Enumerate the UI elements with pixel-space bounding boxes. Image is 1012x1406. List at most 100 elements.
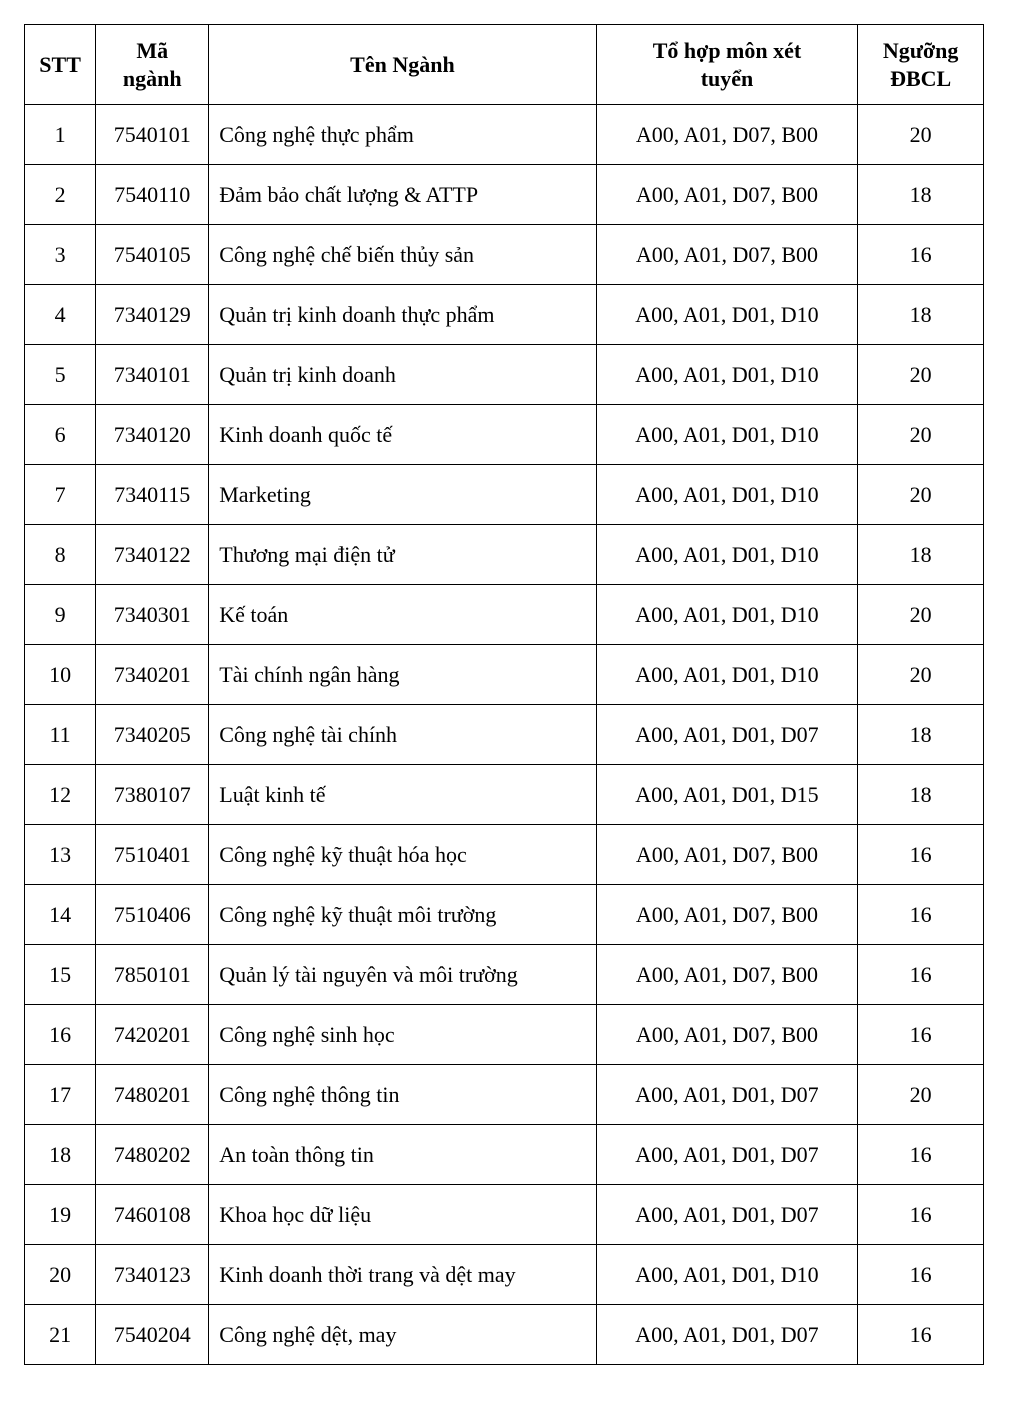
cell-combo: A00, A01, D01, D10	[596, 645, 858, 705]
cell-stt: 3	[25, 225, 96, 285]
cell-name: An toàn thông tin	[209, 1125, 596, 1185]
majors-table: STT Mã ngành Tên Ngành Tổ hợp môn xét tu…	[24, 24, 984, 1365]
cell-code: 7340201	[96, 645, 209, 705]
header-label: ĐBCL	[890, 66, 951, 91]
table-row: 207340123Kinh doanh thời trang và dệt ma…	[25, 1245, 984, 1305]
cell-stt: 17	[25, 1065, 96, 1125]
table-row: 87340122Thương mại điện tửA00, A01, D01,…	[25, 525, 984, 585]
cell-stt: 21	[25, 1305, 96, 1365]
cell-name: Đảm bảo chất lượng & ATTP	[209, 165, 596, 225]
cell-stt: 19	[25, 1185, 96, 1245]
cell-threshold: 16	[858, 1125, 984, 1185]
table-row: 97340301Kế toánA00, A01, D01, D1020	[25, 585, 984, 645]
table-row: 157850101Quản lý tài nguyên và môi trườn…	[25, 945, 984, 1005]
table-row: 147510406Công nghệ kỹ thuật môi trườngA0…	[25, 885, 984, 945]
cell-combo: A00, A01, D01, D10	[596, 285, 858, 345]
cell-code: 7420201	[96, 1005, 209, 1065]
cell-stt: 1	[25, 105, 96, 165]
cell-threshold: 20	[858, 405, 984, 465]
table-row: 37540105Công nghệ chế biến thủy sảnA00, …	[25, 225, 984, 285]
cell-threshold: 16	[858, 225, 984, 285]
cell-combo: A00, A01, D07, B00	[596, 825, 858, 885]
cell-combo: A00, A01, D01, D15	[596, 765, 858, 825]
cell-threshold: 20	[858, 345, 984, 405]
cell-threshold: 16	[858, 825, 984, 885]
cell-code: 7540110	[96, 165, 209, 225]
cell-name: Công nghệ chế biến thủy sản	[209, 225, 596, 285]
cell-combo: A00, A01, D01, D10	[596, 465, 858, 525]
cell-threshold: 20	[858, 465, 984, 525]
cell-name: Khoa học dữ liệu	[209, 1185, 596, 1245]
header-label: STT	[39, 52, 81, 77]
cell-code: 7380107	[96, 765, 209, 825]
cell-combo: A00, A01, D07, B00	[596, 165, 858, 225]
table-row: 137510401Công nghệ kỹ thuật hóa họcA00, …	[25, 825, 984, 885]
cell-threshold: 20	[858, 585, 984, 645]
cell-name: Tài chính ngân hàng	[209, 645, 596, 705]
cell-name: Công nghệ thực phẩm	[209, 105, 596, 165]
table-row: 77340115MarketingA00, A01, D01, D1020	[25, 465, 984, 525]
cell-stt: 20	[25, 1245, 96, 1305]
header-label: tuyển	[701, 66, 754, 91]
cell-code: 7340129	[96, 285, 209, 345]
cell-name: Thương mại điện tử	[209, 525, 596, 585]
cell-name: Quản lý tài nguyên và môi trường	[209, 945, 596, 1005]
cell-code: 7540105	[96, 225, 209, 285]
cell-code: 7340122	[96, 525, 209, 585]
col-header-stt: STT	[25, 25, 96, 105]
table-row: 117340205Công nghệ tài chínhA00, A01, D0…	[25, 705, 984, 765]
cell-threshold: 18	[858, 765, 984, 825]
cell-combo: A00, A01, D01, D07	[596, 1185, 858, 1245]
cell-stt: 16	[25, 1005, 96, 1065]
cell-stt: 8	[25, 525, 96, 585]
cell-combo: A00, A01, D01, D07	[596, 1125, 858, 1185]
table-row: 187480202An toàn thông tinA00, A01, D01,…	[25, 1125, 984, 1185]
table-body: 17540101Công nghệ thực phẩmA00, A01, D07…	[25, 105, 984, 1365]
cell-stt: 14	[25, 885, 96, 945]
cell-threshold: 20	[858, 645, 984, 705]
cell-threshold: 16	[858, 1005, 984, 1065]
cell-combo: A00, A01, D01, D07	[596, 705, 858, 765]
cell-threshold: 20	[858, 1065, 984, 1125]
cell-name: Công nghệ sinh học	[209, 1005, 596, 1065]
cell-code: 7340123	[96, 1245, 209, 1305]
cell-combo: A00, A01, D07, B00	[596, 105, 858, 165]
cell-code: 7480201	[96, 1065, 209, 1125]
cell-code: 7510401	[96, 825, 209, 885]
cell-threshold: 18	[858, 525, 984, 585]
cell-code: 7510406	[96, 885, 209, 945]
cell-combo: A00, A01, D07, B00	[596, 945, 858, 1005]
cell-code: 7340301	[96, 585, 209, 645]
cell-stt: 15	[25, 945, 96, 1005]
cell-stt: 7	[25, 465, 96, 525]
cell-threshold: 16	[858, 945, 984, 1005]
cell-threshold: 16	[858, 1305, 984, 1365]
cell-threshold: 16	[858, 1245, 984, 1305]
cell-name: Công nghệ kỹ thuật môi trường	[209, 885, 596, 945]
cell-code: 7460108	[96, 1185, 209, 1245]
table-row: 127380107Luật kinh tếA00, A01, D01, D151…	[25, 765, 984, 825]
cell-code: 7340115	[96, 465, 209, 525]
table-row: 57340101Quản trị kinh doanhA00, A01, D01…	[25, 345, 984, 405]
cell-name: Công nghệ thông tin	[209, 1065, 596, 1125]
table-row: 27540110Đảm bảo chất lượng & ATTPA00, A0…	[25, 165, 984, 225]
cell-name: Công nghệ tài chính	[209, 705, 596, 765]
table-row: 167420201Công nghệ sinh họcA00, A01, D07…	[25, 1005, 984, 1065]
cell-combo: A00, A01, D01, D07	[596, 1305, 858, 1365]
cell-stt: 13	[25, 825, 96, 885]
col-header-name: Tên Ngành	[209, 25, 596, 105]
header-label: Tổ hợp môn xét	[653, 38, 801, 63]
col-header-threshold: Ngưỡng ĐBCL	[858, 25, 984, 105]
col-header-combo: Tổ hợp môn xét tuyển	[596, 25, 858, 105]
header-label: Tên Ngành	[350, 52, 455, 77]
table-row: 107340201Tài chính ngân hàngA00, A01, D0…	[25, 645, 984, 705]
cell-name: Kế toán	[209, 585, 596, 645]
cell-name: Công nghệ dệt, may	[209, 1305, 596, 1365]
cell-combo: A00, A01, D07, B00	[596, 225, 858, 285]
table-row: 197460108Khoa học dữ liệuA00, A01, D01, …	[25, 1185, 984, 1245]
cell-combo: A00, A01, D01, D10	[596, 345, 858, 405]
header-label: Mã	[136, 38, 168, 63]
cell-stt: 9	[25, 585, 96, 645]
table-header: STT Mã ngành Tên Ngành Tổ hợp môn xét tu…	[25, 25, 984, 105]
cell-threshold: 18	[858, 165, 984, 225]
